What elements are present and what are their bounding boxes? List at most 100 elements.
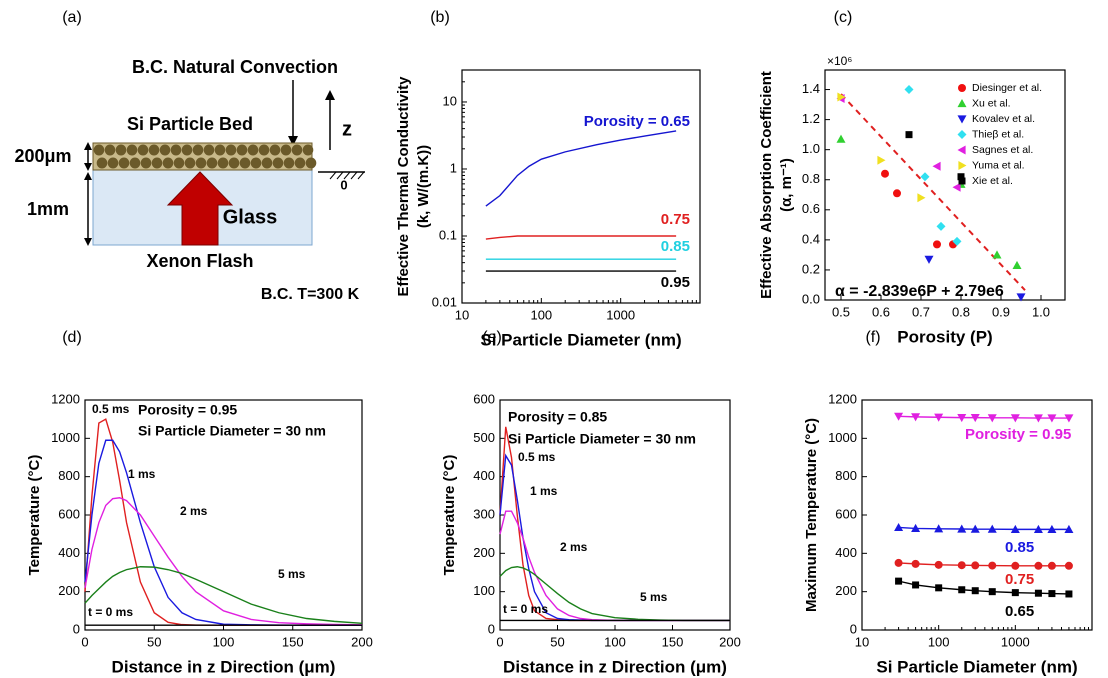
marker [912, 581, 920, 589]
marker [1033, 524, 1043, 533]
y-tick-label: 0 [73, 621, 80, 636]
particle [151, 157, 163, 169]
y-tick-label: 1200 [828, 391, 857, 406]
y-tick-label: 0.4 [802, 231, 820, 246]
series-label: Porosity = 0.65 [584, 113, 690, 130]
marker [971, 561, 980, 570]
y-tick-label: 0.01 [432, 294, 457, 309]
y-tick-label: 300 [473, 506, 495, 521]
marker [957, 524, 967, 533]
particle [217, 157, 229, 169]
x-tick-label: 0 [496, 634, 503, 649]
particle [93, 144, 105, 156]
particle [115, 144, 127, 156]
marker [957, 414, 967, 423]
x-tick-label: 10 [855, 634, 869, 649]
x-tick-label: 0.7 [912, 304, 930, 319]
y-tick-label: 10 [443, 93, 457, 108]
particle [129, 157, 141, 169]
particle [247, 144, 259, 156]
series-label: t = 0 ms [88, 605, 133, 619]
x-axis-label: Si Particle Diameter (nm) [876, 657, 1077, 676]
marker [933, 240, 941, 249]
particle [184, 157, 196, 169]
y-tick-label: 500 [473, 430, 495, 445]
legend-label: Kovalev et al. [972, 113, 1035, 125]
x-tick-label: 100 [530, 307, 552, 322]
series-label: 0.5 ms [518, 450, 556, 464]
y-tick-label: 0.8 [802, 171, 820, 186]
particle [159, 144, 171, 156]
x-axis-label: Distance in z Direction (μm) [112, 657, 336, 676]
particle [148, 144, 160, 156]
particle [258, 144, 270, 156]
legend-label: Yuma et al. [972, 159, 1025, 171]
marker [957, 99, 967, 108]
annotation: Porosity = 0.95 [138, 402, 237, 418]
y-tick-label: 1 [450, 160, 457, 175]
series-label: 1 ms [530, 484, 558, 498]
x-tick-label: 150 [662, 634, 684, 649]
x-axis-label: Distance in z Direction (μm) [503, 657, 727, 676]
particle [206, 157, 218, 169]
x-tick-label: 100 [213, 634, 235, 649]
particle [195, 157, 207, 169]
arrow-head [325, 90, 335, 100]
annotation: Porosity = 0.85 [508, 409, 607, 425]
marker [1011, 589, 1019, 597]
marker [934, 413, 944, 422]
y-tick-label: 0.6 [802, 201, 820, 216]
particle [239, 157, 251, 169]
legend-label: Diesinger et al. [972, 82, 1042, 94]
marker [1033, 414, 1043, 423]
series-label: 0.85 [1005, 539, 1034, 556]
y-axis-label: Temperature (°C) [441, 455, 458, 576]
series-line [84, 497, 363, 626]
marker [920, 172, 930, 182]
particle [181, 144, 193, 156]
particle [272, 157, 284, 169]
marker [957, 561, 966, 570]
y-tick-label: 200 [835, 583, 857, 598]
marker [958, 586, 966, 594]
series-label: 0.95 [661, 274, 690, 291]
marker [957, 130, 967, 139]
x-tick-label: 1000 [606, 307, 635, 322]
marker [1064, 524, 1074, 533]
marker [1048, 590, 1056, 598]
y-tick-label: 200 [58, 583, 80, 598]
flash-arrow [166, 171, 234, 246]
y-tick-label: 800 [58, 468, 80, 483]
legend-label: Xu et al. [972, 97, 1011, 109]
marker [1047, 414, 1057, 423]
series-label: 0.75 [661, 211, 690, 228]
particle [170, 144, 182, 156]
series-line [485, 235, 677, 240]
series-label: 1 ms [128, 467, 156, 481]
marker [1034, 561, 1043, 570]
y-tick-label: 0 [850, 621, 857, 636]
x-tick-label: 1000 [1001, 634, 1030, 649]
x-tick-label: 1.0 [1032, 304, 1050, 319]
particle [280, 144, 292, 156]
marker [894, 522, 904, 532]
y-axis-label: (α, m⁻¹) [778, 158, 795, 212]
series-line [898, 580, 1069, 595]
y-tick-label: 200 [473, 545, 495, 560]
annotation: Si Particle Diameter = 30 nm [138, 423, 326, 439]
series-label: 2 ms [560, 540, 588, 554]
arrow-head [84, 142, 92, 150]
y-tick-label: 600 [58, 506, 80, 521]
panel-label: (a) [62, 9, 82, 26]
glass-label: Glass [223, 206, 277, 228]
y-tick-label: 600 [473, 391, 495, 406]
marker [958, 161, 967, 170]
x-tick-label: 50 [550, 634, 564, 649]
x-axis-label: Si Particle Diameter (nm) [480, 330, 681, 349]
origin-label: 0 [340, 177, 347, 192]
panel-label: (d) [62, 329, 82, 346]
bed-thickness: 200μm [14, 146, 71, 166]
series-line [499, 453, 730, 622]
annotation: α = -2.839e6P + 2.79e6 [835, 283, 1004, 300]
